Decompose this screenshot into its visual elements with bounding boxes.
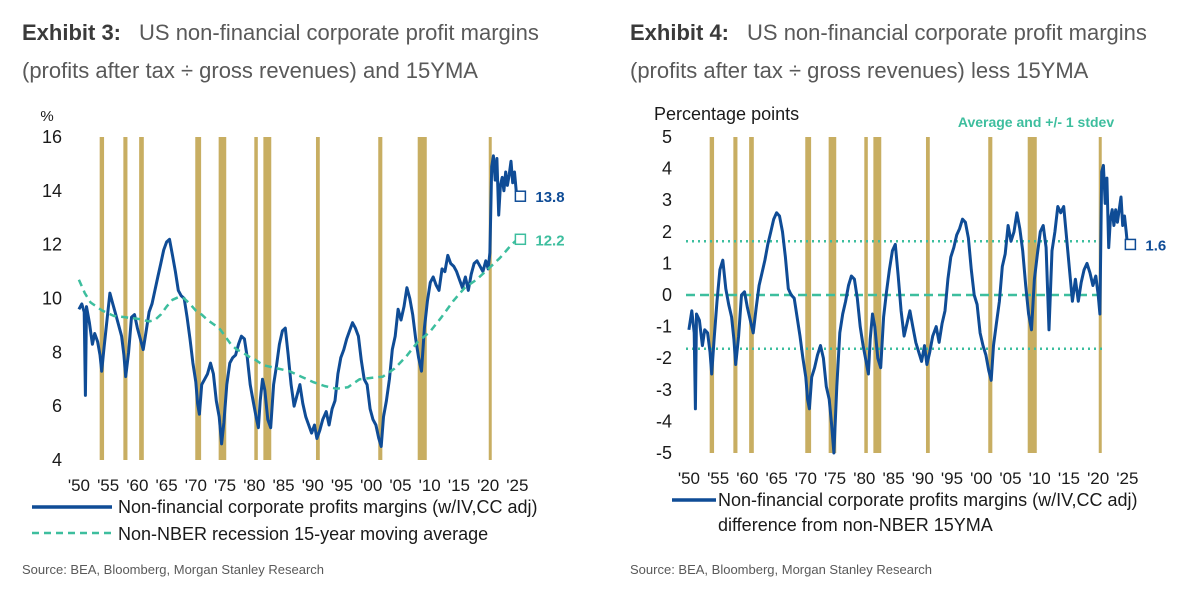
exhibit-4-label: Exhibit 4: (630, 20, 730, 45)
x-tick-label: '60 (126, 476, 148, 495)
y-axis-label: Percentage points (654, 104, 799, 124)
x-tick-label: '15 (448, 476, 470, 495)
series-line-1 (77, 238, 519, 390)
chart-annotation: Average and +/- 1 stdev (958, 114, 1114, 130)
end-label-1: 12.2 (535, 232, 564, 249)
y-tick-label: 4 (662, 159, 672, 179)
y-tick-label: 10 (42, 289, 62, 309)
y-tick-label: 6 (52, 396, 62, 416)
x-tick-label: '65 (766, 469, 788, 488)
y-tick-label: -3 (656, 380, 672, 400)
x-tick-label: '65 (156, 476, 178, 495)
exhibit-4-source: Source: BEA, Bloomberg, Morgan Stanley R… (630, 562, 933, 577)
y-tick-label: 8 (52, 342, 62, 362)
exhibit-4-title: Exhibit 4: US non-financial corporate pro… (630, 14, 1190, 90)
recession-bar-8 (378, 137, 383, 460)
x-tick-label: '25 (1116, 469, 1138, 488)
y-tick-label: 1 (662, 253, 672, 273)
recession-bar-5 (254, 137, 258, 460)
series-line-0 (77, 154, 519, 448)
y-tick-label: 0 (662, 285, 672, 305)
x-tick-label: '70 (185, 476, 207, 495)
x-tick-label: '20 (1087, 469, 1109, 488)
recession-bar-9 (417, 137, 427, 460)
legend-entry-0: Non-financial corporate profits margins … (718, 490, 1138, 510)
exhibit-4-title-text: US non-financial corporate profit margin… (630, 20, 1147, 83)
recession-bar-5 (864, 137, 868, 453)
legend-entry-0: Non-financial corporate profits margins … (118, 497, 538, 517)
recession-bar-6 (873, 137, 882, 453)
x-tick-label: '05 (999, 469, 1021, 488)
recession-bar-1 (123, 137, 128, 460)
end-marker-1 (514, 233, 527, 246)
y-tick-label: 2 (662, 222, 672, 242)
x-tick-label: '85 (882, 469, 904, 488)
x-tick-label: '10 (419, 476, 441, 495)
exhibit-4-panel: Exhibit 4: US non-financial corporate pro… (608, 0, 1188, 592)
exhibit-3-label: Exhibit 3: (22, 20, 122, 45)
y-tick-label: 3 (662, 190, 672, 210)
x-tick-label: '80 (853, 469, 875, 488)
series-line-0 (687, 163, 1129, 455)
y-tick-label: 14 (42, 181, 62, 201)
x-tick-label: '00 (360, 476, 382, 495)
x-tick-label: '75 (214, 476, 236, 495)
x-tick-label: '60 (736, 469, 758, 488)
legend-entry-1: Non-NBER recession 15-year moving averag… (118, 524, 488, 544)
x-tick-label: '55 (97, 476, 119, 495)
recession-bar-0 (99, 137, 105, 460)
x-tick-label: '90 (912, 469, 934, 488)
exhibit-3-title-text: US non-financial corporate profit margin… (22, 20, 539, 83)
x-tick-label: '95 (331, 476, 353, 495)
y-tick-label: 4 (52, 450, 62, 470)
end-label-0: 13.8 (535, 189, 564, 206)
x-tick-label: '55 (707, 469, 729, 488)
legend-entry-1: difference from non-NBER 15YMA (718, 515, 993, 535)
x-tick-label: '90 (302, 476, 324, 495)
y-tick-label: 12 (42, 235, 62, 255)
x-tick-label: '00 (970, 469, 992, 488)
y-tick-label: -1 (656, 317, 672, 337)
exhibit-3-source: Source: BEA, Bloomberg, Morgan Stanley R… (22, 562, 325, 577)
recession-bar-3 (805, 137, 812, 453)
recession-bar-0 (709, 137, 715, 453)
exhibit-3-chart: 13.8 12.2 4 6 8 10 12 14 16% '50 '55 '60 '65 '70 '75 '8… (32, 108, 565, 544)
recession-bar-7 (315, 137, 320, 460)
recession-bar-2 (139, 137, 144, 460)
x-tick-label: '25 (506, 476, 528, 495)
x-tick-label: '20 (477, 476, 499, 495)
recession-bar-3 (195, 137, 202, 460)
end-marker-0 (1124, 238, 1137, 251)
x-tick-label: '15 (1058, 469, 1080, 488)
end-label-0: 1.6 (1145, 237, 1166, 254)
y-tick-label: -4 (656, 411, 672, 431)
x-tick-label: '85 (272, 476, 294, 495)
y-tick-label: 5 (662, 127, 672, 147)
end-marker-0 (514, 190, 527, 202)
recession-bar-8 (988, 137, 993, 453)
recession-bar-4 (218, 137, 227, 460)
x-tick-label: '50 (68, 476, 90, 495)
x-tick-label: '05 (389, 476, 411, 495)
y-tick-label: 16 (42, 127, 62, 147)
x-tick-label: '70 (795, 469, 817, 488)
x-tick-label: '10 (1029, 469, 1051, 488)
y-axis-label: % (40, 108, 53, 125)
recession-bar-10 (488, 137, 492, 460)
exhibit-3-panel: Exhibit 3: US non-financial corporate pro… (0, 0, 580, 592)
x-tick-label: '80 (243, 476, 265, 495)
exhibit-4-chart: 1.6 -5 -4 -3 -2 -1 0 1 2 3 4 5 Percentage points '50 '… (654, 104, 1166, 535)
y-tick-label: -2 (656, 348, 672, 368)
x-tick-label: '95 (941, 469, 963, 488)
recession-bar-6 (263, 137, 272, 460)
x-tick-label: '50 (678, 469, 700, 488)
recession-bar-2 (749, 137, 754, 453)
x-tick-label: '75 (824, 469, 846, 488)
exhibit-3-title: Exhibit 3: US non-financial corporate pro… (22, 14, 582, 90)
y-tick-label: -5 (656, 443, 672, 463)
